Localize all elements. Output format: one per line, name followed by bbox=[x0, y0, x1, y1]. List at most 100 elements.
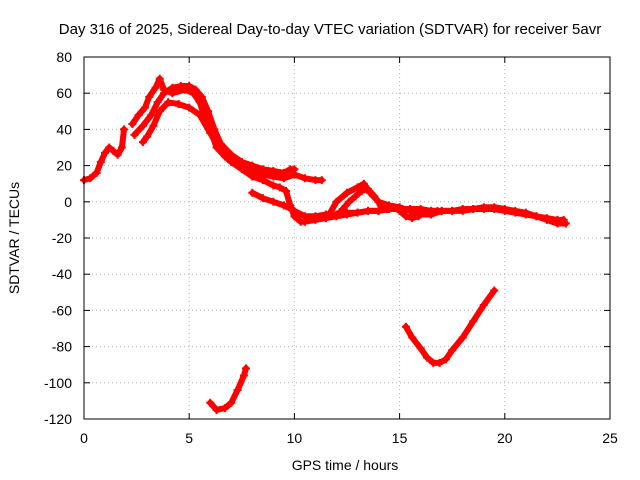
data-point bbox=[521, 208, 530, 217]
data-point bbox=[159, 89, 168, 98]
data-point bbox=[300, 174, 309, 183]
data-point bbox=[458, 205, 467, 214]
data-point bbox=[343, 188, 351, 197]
x-tick-label: 5 bbox=[185, 430, 193, 446]
data-point bbox=[414, 212, 423, 221]
data-point bbox=[553, 219, 562, 228]
x-tick-labels: 0 5 10 15 20 25 bbox=[80, 430, 618, 446]
data-point bbox=[197, 92, 206, 101]
data-point bbox=[141, 103, 150, 112]
data-point bbox=[206, 398, 215, 407]
series-trace-7 bbox=[332, 185, 442, 223]
series-layer bbox=[80, 74, 570, 414]
data-point bbox=[185, 103, 194, 112]
y-tick-label: 40 bbox=[56, 121, 72, 137]
y-tick-label: -40 bbox=[52, 266, 72, 282]
data-point bbox=[113, 150, 122, 159]
data-point bbox=[343, 208, 351, 217]
grid bbox=[84, 57, 610, 419]
y-tick-label: 80 bbox=[56, 49, 72, 65]
data-point bbox=[164, 98, 173, 107]
y-axis-label: SDTVAR / TECUs bbox=[6, 182, 22, 294]
data-point bbox=[317, 176, 326, 185]
data-point bbox=[479, 203, 488, 212]
y-tick-label: -60 bbox=[52, 302, 72, 318]
data-point bbox=[353, 208, 362, 217]
data-point bbox=[258, 165, 267, 174]
series-trace-8 bbox=[206, 364, 251, 414]
data-point bbox=[92, 168, 101, 177]
data-point bbox=[242, 364, 251, 373]
series-line bbox=[402, 287, 498, 366]
y-tick-label: -120 bbox=[44, 411, 72, 427]
data-point bbox=[435, 358, 444, 367]
data-point bbox=[300, 212, 309, 221]
data-point bbox=[416, 344, 425, 353]
data-point bbox=[332, 197, 341, 206]
data-point bbox=[227, 157, 236, 166]
data-point bbox=[269, 181, 278, 190]
y-tick-label: -100 bbox=[44, 375, 72, 391]
data-point bbox=[376, 201, 385, 210]
y-tick-label: 20 bbox=[56, 158, 72, 174]
data-point bbox=[382, 205, 391, 214]
data-point bbox=[117, 143, 126, 152]
data-point bbox=[401, 322, 410, 331]
y-tick-label: -80 bbox=[52, 339, 72, 355]
data-point bbox=[338, 205, 347, 214]
data-point bbox=[422, 353, 431, 362]
data-point bbox=[269, 167, 278, 176]
data-point bbox=[441, 355, 450, 364]
data-point bbox=[532, 212, 541, 221]
data-point bbox=[151, 83, 160, 92]
data-point bbox=[119, 125, 128, 134]
data-point bbox=[353, 183, 362, 192]
data-point bbox=[469, 205, 478, 214]
data-point bbox=[290, 165, 299, 174]
data-point bbox=[290, 206, 299, 215]
x-tick-label: 20 bbox=[497, 430, 513, 446]
data-point bbox=[401, 212, 410, 221]
y-tick-label: 0 bbox=[64, 194, 72, 210]
data-point bbox=[469, 317, 478, 326]
data-point bbox=[561, 219, 570, 228]
data-point bbox=[155, 107, 164, 116]
data-point bbox=[389, 203, 398, 212]
x-axis-label: GPS time / hours bbox=[292, 457, 399, 473]
data-point bbox=[311, 212, 320, 221]
data-point bbox=[239, 371, 248, 380]
ticks bbox=[83, 56, 611, 420]
data-point bbox=[220, 404, 229, 413]
data-point bbox=[357, 186, 366, 195]
data-point bbox=[359, 179, 368, 188]
data-point bbox=[237, 157, 246, 166]
data-point bbox=[374, 206, 383, 215]
data-point bbox=[364, 206, 373, 215]
data-point bbox=[433, 206, 442, 215]
series-line bbox=[81, 126, 127, 184]
data-point bbox=[448, 206, 457, 215]
data-point bbox=[332, 212, 341, 221]
x-tick-label: 15 bbox=[392, 430, 408, 446]
data-point bbox=[105, 143, 114, 152]
data-point bbox=[326, 208, 335, 217]
data-point bbox=[511, 206, 520, 215]
data-point bbox=[130, 130, 139, 139]
data-point bbox=[269, 197, 278, 206]
x-tick-label: 0 bbox=[80, 430, 88, 446]
data-point bbox=[248, 188, 257, 197]
data-point bbox=[351, 192, 360, 201]
data-point bbox=[237, 165, 246, 174]
data-point bbox=[153, 98, 162, 107]
data-point bbox=[128, 119, 137, 128]
data-point bbox=[176, 81, 185, 90]
x-tick-label: 25 bbox=[602, 430, 618, 446]
data-point bbox=[258, 176, 267, 185]
data-point bbox=[195, 110, 204, 119]
data-point bbox=[275, 183, 284, 192]
data-point bbox=[490, 286, 499, 295]
data-point bbox=[212, 405, 221, 414]
data-point bbox=[248, 172, 257, 181]
